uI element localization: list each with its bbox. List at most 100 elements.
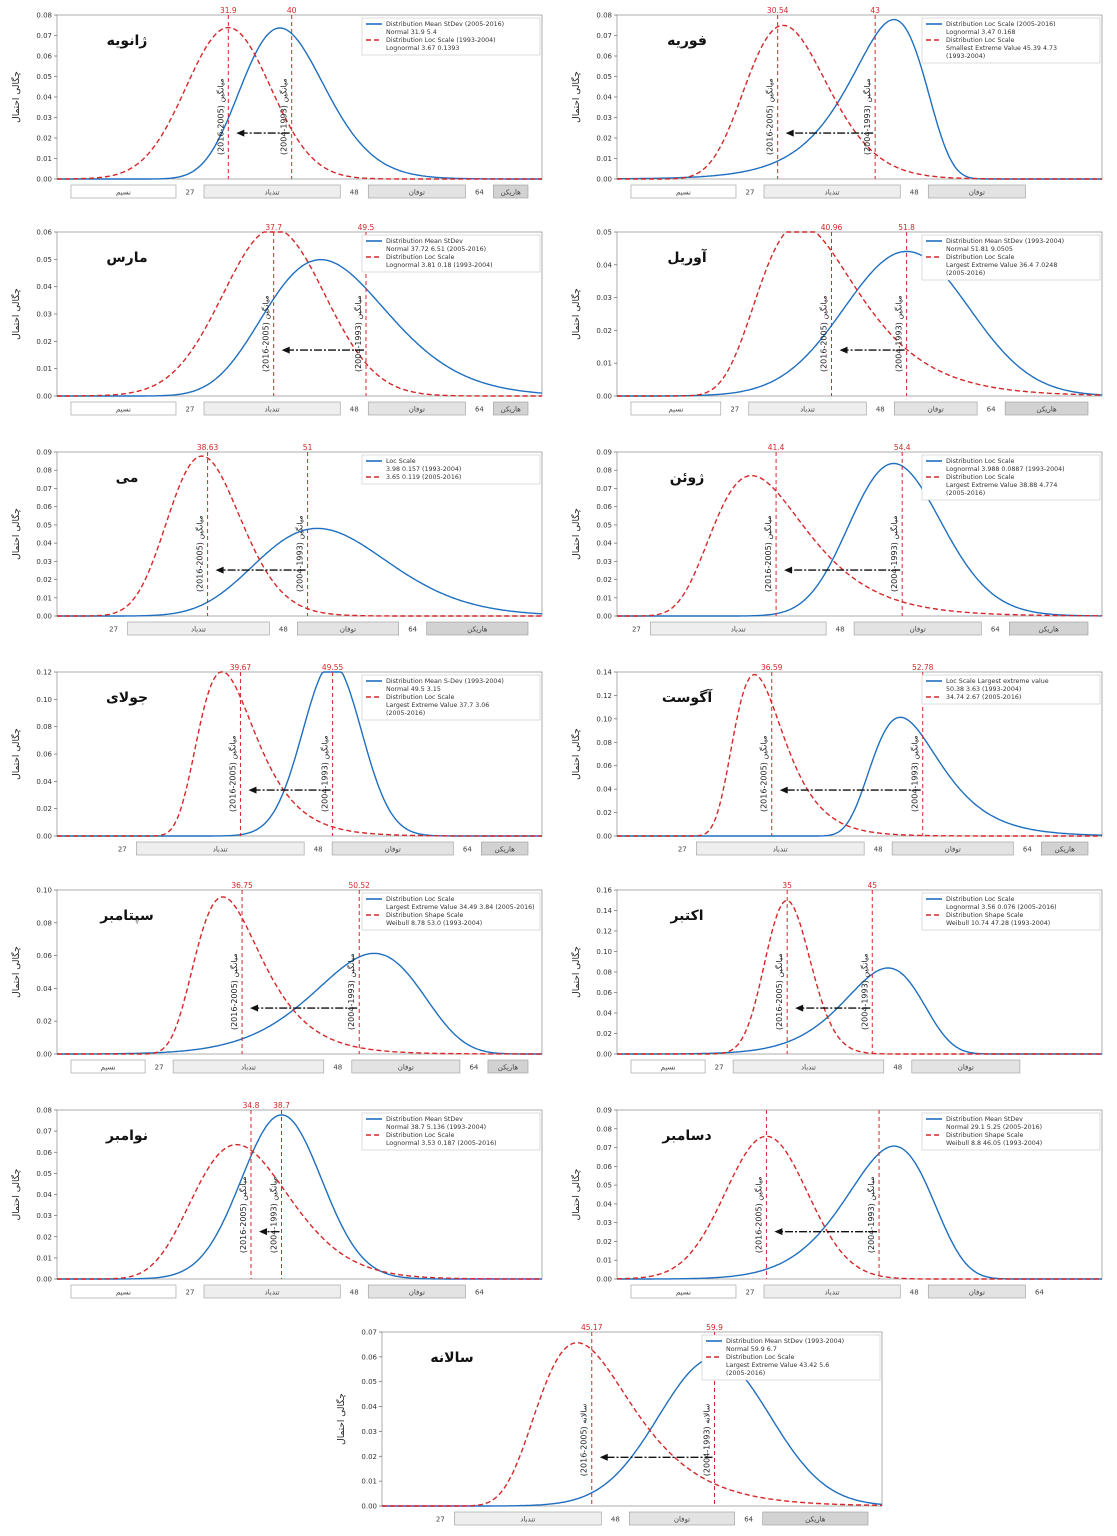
chart-panel-12: 0.00 0.01 0.02 0.03 0.04 0.05 0.06 0.07 0.08 0.09… <box>565 1100 1110 1305</box>
legend-text: Distribution Loc Scale <box>726 1354 795 1361</box>
y-tick-label: 0.07 <box>361 1329 377 1337</box>
y-tick-label: 0.06 <box>36 229 52 237</box>
mean-value-label: 43 <box>870 6 880 15</box>
plot-frame <box>56 889 543 1055</box>
mean-value-label: 45 <box>867 881 877 890</box>
band-break-label: 27 <box>632 626 641 634</box>
month-label: آگوست <box>662 688 714 706</box>
chart-panel-10: 0.00 0.02 0.04 0.06 0.08 0.10 0.12 0.14 0.16 چگال… <box>565 880 1110 1080</box>
density-chart: 0.00 0.01 0.02 0.03 0.04 0.05 0.06 0.07 0.08 0.09… <box>10 443 543 636</box>
y-tick-label: 0.03 <box>36 311 52 319</box>
wind-class-band <box>893 401 978 416</box>
plot-frame <box>616 231 1103 397</box>
legend-text: Distribution Mean StDev <box>946 1116 1023 1123</box>
legend-text: 34.74 2.67 (2005-2016) <box>946 694 1021 701</box>
period-mean-label: (2004-1993) میانگین <box>910 735 920 812</box>
y-tick-label: 0.16 <box>596 887 612 895</box>
mean-value-label: 54.4 <box>894 443 911 452</box>
y-tick-label: 0.02 <box>36 805 52 813</box>
y-tick-label: 0.00 <box>36 833 52 841</box>
y-tick-label: 0.02 <box>596 1238 612 1246</box>
y-tick-label: 0.06 <box>596 989 612 997</box>
wind-class-band <box>748 401 867 416</box>
y-tick-label: 0.04 <box>36 94 52 102</box>
wind-class-label: توفان <box>958 1064 974 1072</box>
y-tick-label: 0.00 <box>596 1276 612 1284</box>
band-break-label: 64 <box>469 1064 478 1072</box>
legend-text: Largest Extreme Value 38.88 4.774 <box>946 482 1057 489</box>
legend-box <box>921 1112 1101 1151</box>
legend-text: (2005-2016) <box>946 490 985 497</box>
wind-class-label: هاریکن <box>467 626 488 634</box>
plot-frame <box>381 1331 883 1507</box>
y-tick-label: 0.07 <box>36 32 52 40</box>
band-break-label: 48 <box>350 1289 359 1297</box>
legend-text: Distribution Loc Scale <box>946 458 1015 465</box>
y-tick-label: 0.05 <box>596 1182 612 1190</box>
period-mean-label: (2016-2005) سالانه <box>580 1403 589 1476</box>
mean-value-label: 35 <box>782 881 792 890</box>
band-break-label: 27 <box>186 189 195 197</box>
y-tick-label: 0.02 <box>596 576 612 584</box>
wind-class-label: تندباد <box>825 189 840 197</box>
month-label: مارس <box>106 250 147 266</box>
y-tick-label: 0.02 <box>596 327 612 335</box>
wind-class-band <box>1004 401 1089 416</box>
y-tick-label: 0.05 <box>596 73 612 81</box>
y-tick-label: 0.00 <box>361 1503 377 1511</box>
legend-text: Normal 29.1 5.25 (2005-2016) <box>946 1124 1042 1131</box>
mean-value-label: 30.54 <box>767 6 789 15</box>
series-curve-2005-2016 <box>617 24 1102 180</box>
series-curve-1993-2004 <box>617 462 1102 617</box>
wind-class-label: توفان <box>340 626 356 634</box>
band-break-label: 27 <box>715 1064 724 1072</box>
density-chart: 0.00 0.01 0.02 0.03 0.04 0.05 0.06 0.07 0.08 چگال… <box>570 6 1103 199</box>
legend-box <box>921 454 1101 501</box>
mean-value-label: 41.4 <box>768 443 785 452</box>
y-tick-label: 0.07 <box>596 1144 612 1152</box>
month-label: می <box>116 470 139 486</box>
wind-class-band <box>203 401 341 416</box>
legend-text: Weibull 8.8 46.05 (1993-2004) <box>946 1140 1042 1147</box>
mean-value-label: 45.17 <box>581 1323 603 1332</box>
period-mean-label: (2004-1993) میانگین <box>866 1176 876 1253</box>
month-label: فوریه <box>667 33 707 49</box>
y-tick-label: 0.01 <box>36 1254 52 1262</box>
legend-text: Distribution Mean StDev <box>386 238 463 245</box>
band-break-label: 27 <box>730 406 739 414</box>
legend-text: Distribution Loc Scale <box>386 694 455 701</box>
y-tick-label: 0.08 <box>596 739 612 747</box>
band-break-label: 48 <box>314 846 323 854</box>
period-mean-label: (2004-1993) میانگین <box>353 295 363 372</box>
band-break-label: 27 <box>746 189 755 197</box>
legend-text: Normal 31.9 5.4 <box>386 29 437 36</box>
y-tick-label: 0.06 <box>36 952 52 960</box>
y-tick-label: 0.04 <box>596 786 612 794</box>
band-break-label: 64 <box>1035 1289 1044 1297</box>
wind-class-label: توفان <box>969 1289 985 1297</box>
period-mean-label: (2016-2005) میانگین <box>819 295 829 372</box>
y-tick-label: 0.12 <box>596 928 612 936</box>
density-chart: 0.00 0.02 0.04 0.06 0.08 0.10 چگالی احتمال سپتا… <box>10 881 543 1074</box>
wind-class-label: نسیم <box>676 1289 691 1297</box>
y-axis-title: چگالی احتمال <box>570 508 582 560</box>
series-curve-2005-2016 <box>617 231 1103 397</box>
wind-class-label: تندباد <box>520 1516 535 1524</box>
density-chart: 0.00 0.02 0.04 0.06 0.08 0.10 0.12 0.14 0.16 چگال… <box>570 881 1103 1074</box>
band-break-label: 27 <box>118 846 127 854</box>
y-tick-label: 0.02 <box>36 576 52 584</box>
band-break-label: 48 <box>611 1516 620 1524</box>
y-tick-label: 0.14 <box>596 907 612 915</box>
mean-value-label: 49.55 <box>322 663 344 672</box>
wind-class-label: توفان <box>385 846 401 854</box>
density-chart: 0.00 0.02 0.04 0.06 0.08 0.10 0.12 چگالی احتمال… <box>10 663 543 856</box>
y-tick-label: 0.05 <box>596 229 612 237</box>
legend-box <box>361 234 541 273</box>
y-tick-label: 0.08 <box>596 969 612 977</box>
month-label: سپتامبر <box>99 908 154 924</box>
series-curve-2005-2016 <box>57 231 542 397</box>
density-chart: 0.00 0.01 0.02 0.03 0.04 0.05 چگالی احتمال آوری… <box>570 223 1103 416</box>
y-tick-label: 0.07 <box>596 32 612 40</box>
shift-arrow-head <box>795 1004 804 1012</box>
band-break-label: 64 <box>475 406 484 414</box>
